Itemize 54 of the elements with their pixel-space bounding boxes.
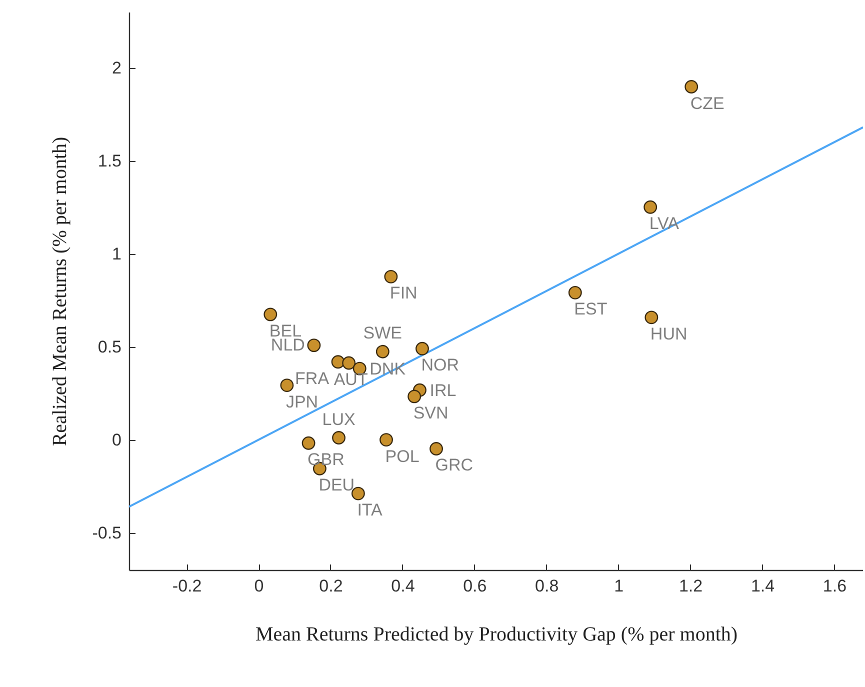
x-tick-label: 0.4 (391, 576, 415, 596)
point (376, 344, 390, 358)
point (416, 342, 429, 356)
annotation: DEU (318, 476, 355, 495)
x-tick-label: 1.6 (822, 576, 847, 596)
annotation: SVN (413, 403, 448, 422)
y-tick-label: -0.5 (92, 523, 122, 542)
point (644, 310, 658, 324)
annotation: GBR (308, 450, 344, 470)
annotation: LVA (649, 214, 680, 234)
x-tick-label: 1.4 (750, 576, 775, 596)
annotation: EST (574, 300, 608, 319)
y-tick-label: 1 (112, 244, 122, 264)
x-tick-label: 0 (254, 576, 264, 596)
x-tick-label: 1.2 (678, 576, 703, 596)
annotation: JPN (286, 392, 318, 412)
annotation: SWE (363, 324, 402, 343)
point (302, 436, 316, 450)
annotation: POL (385, 446, 420, 466)
y-tick-label: 0.5 (98, 337, 122, 356)
point (332, 431, 346, 444)
y-axis-title: Realized Mean Returns (% per month) (49, 136, 72, 446)
annotation: CZE (690, 94, 724, 113)
point (644, 200, 658, 214)
y-tick-label: 0 (112, 430, 122, 450)
x-tick-label: 1 (614, 576, 624, 596)
point (307, 338, 321, 352)
point (331, 355, 345, 369)
annotation: LUX (322, 410, 356, 429)
point (280, 378, 294, 392)
point (384, 270, 398, 284)
annotation: AUT (334, 370, 368, 389)
annotation: IRL (430, 381, 456, 400)
point (430, 442, 443, 456)
x-tick-label: -0.2 (172, 576, 202, 596)
annotation: ITA (357, 500, 384, 520)
x-axis-title: Mean Returns Predicted by Productivity Gap (% per month) (255, 624, 738, 646)
point (380, 433, 393, 447)
annotation: FIN (390, 284, 418, 303)
y-tick-label: 2 (112, 58, 122, 78)
x-tick-label: 0.2 (319, 576, 343, 596)
annotation: GRC (435, 456, 474, 475)
annotation: NOR (421, 356, 460, 375)
annotation: HUN (650, 324, 688, 344)
annotation: FRA (295, 368, 330, 388)
point (408, 390, 422, 404)
x-tick-label: 0.6 (463, 576, 487, 596)
x-tick-label: 0.8 (535, 576, 559, 596)
y-tick-label: 1.5 (98, 151, 122, 170)
point (264, 308, 278, 322)
point (684, 80, 698, 94)
point (568, 286, 582, 300)
annotation: NLD (270, 335, 305, 354)
point (342, 356, 356, 370)
